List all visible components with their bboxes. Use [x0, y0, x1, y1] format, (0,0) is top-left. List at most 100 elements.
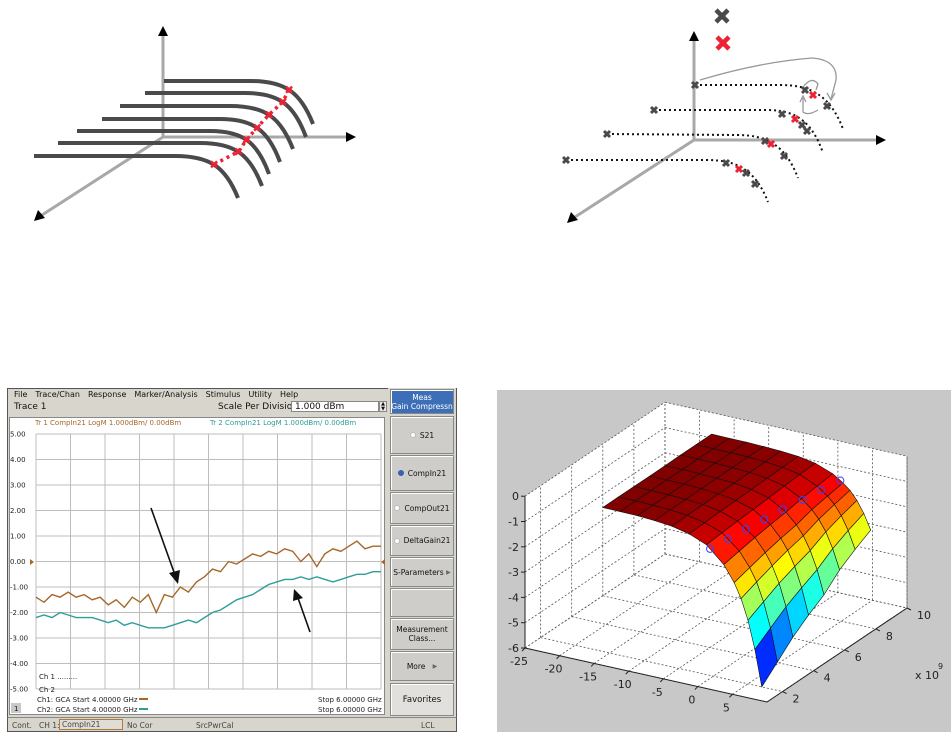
x-tick [625, 670, 630, 675]
softkey-compout21[interactable]: CompOut21 [390, 492, 454, 524]
floor-grid-line [633, 574, 876, 630]
x-tick-label: -10 [614, 678, 632, 691]
softkey-label: CompOut21 [404, 503, 450, 513]
x-tick [556, 655, 560, 660]
compression-point-marker [798, 495, 807, 504]
left-grid-line [524, 427, 666, 522]
z-tick-label: -6 [508, 642, 519, 655]
radio-icon [394, 505, 401, 511]
y-tick-label: -1.00 [10, 584, 28, 592]
menu-trace-chan[interactable]: Trace/Chan [35, 390, 80, 399]
x-tick-label: -25 [510, 655, 528, 668]
y-tick-label: 3.00 [10, 482, 26, 490]
softkey-more[interactable]: More ▶ [390, 651, 454, 681]
y-tick-label: 4 [824, 672, 831, 685]
softkey-favorites[interactable]: Favorites [390, 683, 454, 716]
status-parameter[interactable]: CompIn21 [59, 719, 123, 730]
menu-response[interactable]: Response [87, 390, 127, 399]
x-tick [590, 663, 595, 667]
axis-lines [521, 495, 912, 703]
z-tick-label: -2 [508, 541, 519, 554]
softkey-panel: Meas Gain Compressn S21 CompIn21 CompOut… [388, 388, 457, 717]
menu-stimulus[interactable]: Stimulus [205, 390, 241, 399]
trace2-line [35, 571, 381, 629]
annotation-arrow-2 [293, 589, 311, 633]
y-tick [844, 649, 850, 653]
plot-area [9, 417, 385, 715]
y-tick [782, 691, 787, 695]
compression-point-marker [741, 525, 750, 534]
spin-down-icon[interactable]: ▼ [381, 406, 385, 412]
floor-grid-line [571, 616, 814, 672]
softkey-label: S-Parameters [393, 567, 444, 577]
z-tick-label: -3 [508, 566, 519, 579]
menu-bar: File Trace/Chan Response Marker/Analysis… [7, 388, 457, 400]
z-tick-label: -1 [508, 516, 519, 529]
softkey-label: Measurement [396, 625, 448, 634]
softkey-deltagain21[interactable]: DeltaGain21 [390, 525, 454, 556]
tick-labels: 0 -1 -2 -3 -4 -5 -6-25 -20 -15 -10 -5 0 5 2 4 6 8 10 [508, 490, 931, 714]
softkey-header-line2: Gain Compressn [391, 401, 453, 411]
y-tick-label: 1.00 [10, 533, 26, 541]
submenu-arrow-icon: ▶ [432, 662, 438, 670]
left-grid-line [524, 452, 666, 548]
floor-grid-line [732, 599, 873, 695]
y-tick-label: 10 [917, 609, 931, 622]
compression-point-marker [760, 515, 769, 524]
softkey-blank[interactable] [390, 588, 454, 617]
y-tick-label: -4.00 [10, 660, 28, 668]
y-tick [875, 628, 881, 632]
floor-grid-line [540, 637, 783, 692]
softkey-header-line1: Meas [412, 392, 432, 402]
y-tick-label: -5.00 [10, 686, 28, 694]
y-tick [813, 670, 818, 674]
scale-label: Scale Per Division [218, 402, 298, 412]
menu-utility[interactable]: Utility [248, 390, 272, 399]
trace1-line [35, 540, 381, 615]
ch2-label: Ch 2 [39, 686, 55, 694]
menu-marker-analysis[interactable]: Marker/Analysis [134, 390, 198, 399]
compression-markers [706, 476, 845, 553]
x-tick-label: 0 [688, 694, 695, 707]
annotation-arrow-1 [150, 507, 180, 584]
ch2-stop: Stop 6.00000 GHz [318, 706, 382, 714]
x-tick-label: 5 [723, 701, 730, 714]
spin-up-icon[interactable]: ▲ [381, 401, 385, 407]
back-grid-line [664, 401, 908, 457]
reference-marker-right-icon [381, 559, 385, 565]
x-tick-label: -20 [545, 663, 563, 676]
softkey-s-parameters[interactable]: S-Parameters ▶ [390, 557, 454, 587]
softkey-s21[interactable]: S21 [390, 416, 454, 454]
compression-point-marker [723, 534, 732, 543]
x-tick-label: -15 [579, 670, 597, 683]
trace1-header[interactable]: Tr 1 CompIn21 LogM 1.000dBm/ 0.00dBm [34, 419, 181, 427]
scale-input[interactable]: 1.000 dBm [291, 401, 379, 412]
x-tick [659, 678, 664, 683]
softkey-measurement-class[interactable]: Measurement Class... [390, 618, 454, 650]
y-tick-label: 5.00 [10, 431, 26, 439]
left-grid-line [524, 503, 666, 598]
x-tick [521, 647, 526, 652]
softkey-label: Class... [408, 634, 436, 643]
compression-point-marker [817, 486, 826, 495]
menu-help[interactable]: Help [279, 390, 299, 399]
softkey-header-meas: Meas Gain Compressn [390, 389, 454, 414]
ch2-start: Ch2: GCA Start 4.00000 GHz [37, 706, 138, 714]
status-channel: CH 1: [39, 721, 60, 730]
menu-file[interactable]: File [14, 390, 28, 399]
x-tick [729, 693, 733, 698]
y-tick-label: 0.00 [10, 558, 26, 566]
window-number: 1 [14, 705, 18, 713]
compression-point-marker [836, 476, 845, 485]
grid [35, 433, 382, 690]
softkey-compin21[interactable]: CompIn21 [390, 455, 454, 491]
trace2-header[interactable]: Tr 2 CompIn21 LogM 1.000dBm/ 0.00dBm [209, 419, 356, 427]
left-grid-line [524, 553, 666, 649]
x-axis-line [524, 647, 768, 703]
scale-spinner[interactable]: ▲ ▼ [379, 401, 387, 412]
y-tick-label: 4.00 [10, 456, 26, 464]
surface-patch [754, 627, 778, 688]
status-cal: SrcPwrCal [196, 721, 234, 730]
y-axis-exponent: 9 [938, 662, 943, 671]
window-number-box [11, 703, 21, 713]
